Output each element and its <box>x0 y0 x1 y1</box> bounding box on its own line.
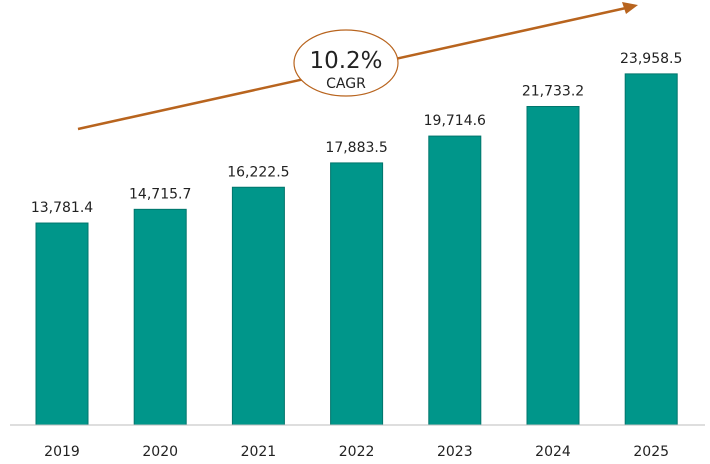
data-label-2019: 13,781.4 <box>31 200 93 216</box>
bar-2019 <box>35 222 89 426</box>
x-tick-2020: 2020 <box>142 444 178 460</box>
cagr-label: CAGR <box>326 76 366 92</box>
bar-2023 <box>428 135 482 426</box>
bar-2024 <box>526 105 580 426</box>
x-tick-2019: 2019 <box>44 444 80 460</box>
bar-2021 <box>231 186 285 426</box>
data-label-2021: 16,222.5 <box>227 164 289 180</box>
cagr-value: 10.2% <box>309 48 382 74</box>
x-tick-2025: 2025 <box>633 444 669 460</box>
bar-2022 <box>330 162 384 426</box>
data-label-2024: 21,733.2 <box>522 83 584 99</box>
data-label-2023: 19,714.6 <box>424 113 486 129</box>
bar-2025 <box>624 73 678 426</box>
arrow-head-icon <box>622 2 638 14</box>
data-label-2020: 14,715.7 <box>129 186 191 202</box>
x-tick-2021: 2021 <box>241 444 277 460</box>
cagr-bubble: 10.2% CAGR <box>293 29 399 97</box>
x-tick-2022: 2022 <box>339 444 375 460</box>
x-tick-2023: 2023 <box>437 444 473 460</box>
data-label-2025: 23,958.5 <box>620 51 682 67</box>
x-tick-2024: 2024 <box>535 444 571 460</box>
data-label-2022: 17,883.5 <box>325 140 387 156</box>
bar-2020 <box>133 208 187 426</box>
